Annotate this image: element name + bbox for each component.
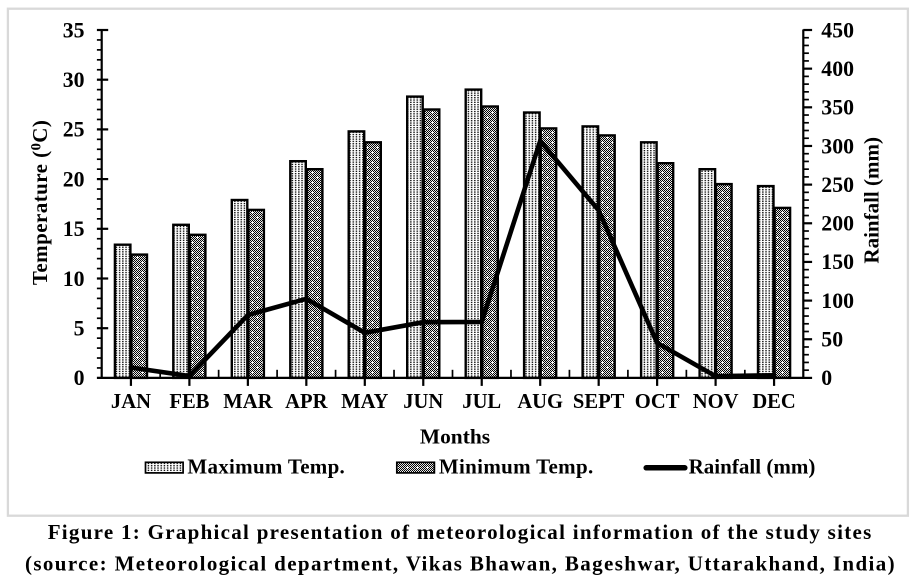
svg-text:400: 400 bbox=[821, 57, 854, 81]
svg-text:100: 100 bbox=[821, 289, 854, 313]
svg-text:20: 20 bbox=[63, 167, 85, 191]
svg-text:Months: Months bbox=[420, 424, 490, 448]
svg-text:Figure 1: Graphical presentati: Figure 1: Graphical presentation of mete… bbox=[48, 520, 872, 544]
svg-text:Rainfall (mm): Rainfall (mm) bbox=[689, 455, 816, 479]
svg-text:DEC: DEC bbox=[752, 391, 795, 413]
svg-text:150: 150 bbox=[821, 250, 854, 274]
svg-text:25: 25 bbox=[63, 118, 85, 142]
svg-text:10: 10 bbox=[63, 267, 85, 291]
svg-text:MAR: MAR bbox=[223, 391, 273, 413]
svg-text:250: 250 bbox=[821, 173, 854, 197]
svg-text:15: 15 bbox=[63, 217, 85, 241]
svg-text:350: 350 bbox=[821, 96, 854, 120]
svg-text:MAY: MAY bbox=[341, 391, 388, 413]
svg-text:JUN: JUN bbox=[403, 391, 443, 413]
svg-text:JAN: JAN bbox=[111, 391, 151, 413]
svg-text:0: 0 bbox=[821, 366, 832, 390]
svg-text:FEB: FEB bbox=[169, 391, 209, 413]
svg-text:50: 50 bbox=[821, 328, 843, 352]
svg-text:450: 450 bbox=[821, 18, 854, 42]
svg-text:(source: Meteorological depart: (source: Meteorological department, Vika… bbox=[25, 551, 895, 575]
svg-text:NOV: NOV bbox=[693, 391, 739, 413]
svg-text:35: 35 bbox=[63, 18, 85, 42]
svg-text:Rainfall (mm): Rainfall (mm) bbox=[860, 137, 884, 264]
svg-text:JUL: JUL bbox=[462, 391, 501, 413]
svg-text:OCT: OCT bbox=[635, 391, 680, 413]
svg-text:30: 30 bbox=[63, 68, 85, 92]
svg-text:200: 200 bbox=[821, 212, 854, 236]
svg-text:5: 5 bbox=[74, 317, 85, 341]
svg-text:APR: APR bbox=[285, 391, 328, 413]
svg-text:Minimum Temp.: Minimum Temp. bbox=[439, 455, 593, 479]
svg-text:AUG: AUG bbox=[517, 391, 563, 413]
svg-text:SEPT: SEPT bbox=[573, 391, 625, 413]
svg-text:300: 300 bbox=[821, 134, 854, 158]
svg-text:0: 0 bbox=[74, 366, 85, 390]
svg-text:Maximum Temp.: Maximum Temp. bbox=[187, 455, 344, 479]
